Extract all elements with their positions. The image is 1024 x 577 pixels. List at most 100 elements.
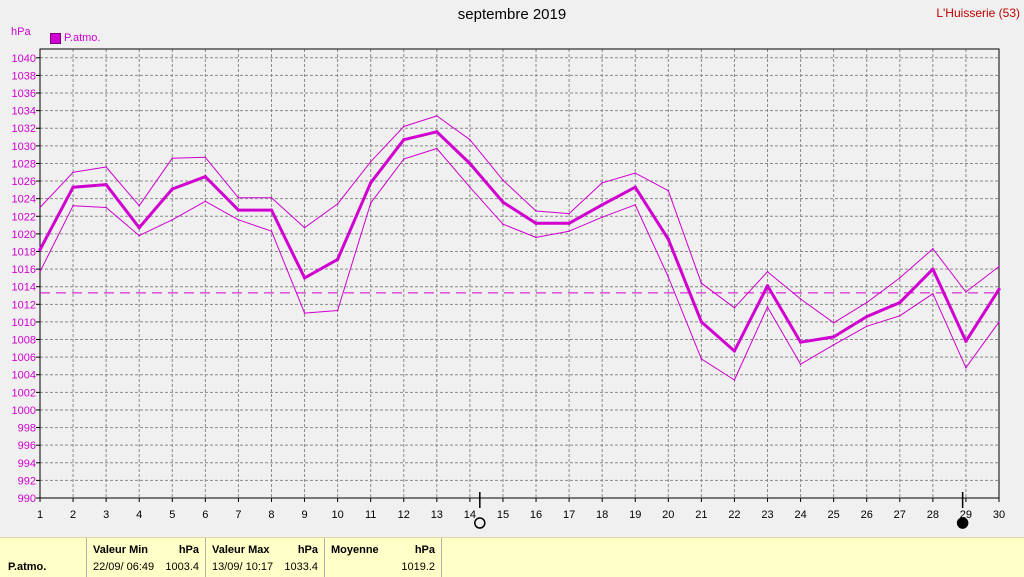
series-min-point (369, 202, 372, 204)
summary-label-cell (0, 538, 87, 577)
series-max-point (568, 212, 570, 215)
series-mean-point (402, 138, 406, 142)
max-datetime: 13/09/ 10:17 (212, 561, 274, 573)
x-tick-label: 9 (301, 509, 307, 521)
series-mean-point (468, 161, 472, 166)
series-mean-point (997, 287, 1001, 291)
series-mean-point (71, 185, 75, 189)
series-mean-point (435, 130, 439, 134)
min-value: 1003.4 (165, 561, 199, 573)
series-max-point (535, 210, 537, 212)
series-max-point (138, 204, 141, 207)
series-mean-point (765, 284, 770, 288)
series-mean-point (104, 182, 108, 187)
y-tick-label: 996 (18, 440, 36, 452)
series-mean-point (336, 257, 340, 262)
x-tick-label: 27 (894, 509, 906, 521)
x-tick-label: 1 (37, 509, 43, 521)
series-max-point (303, 226, 306, 229)
y-tick-label: 1030 (12, 141, 36, 153)
x-tick-label: 16 (530, 509, 542, 521)
series-max-point (171, 157, 174, 159)
series-min-point (436, 147, 438, 150)
series-mean-point (666, 237, 670, 241)
y-tick-label: 1032 (12, 123, 36, 135)
series-max-point (832, 322, 835, 324)
series-mean-point (236, 208, 241, 212)
series-max-point (369, 160, 372, 163)
series-max-point (865, 301, 868, 304)
summary-row-label: P.atmo. (8, 561, 47, 573)
series-min-line (39, 148, 1000, 381)
new-moon-icon (956, 517, 969, 529)
series-min-point (700, 358, 703, 360)
x-tick-label: 14 (464, 509, 476, 521)
axes: 9909929949969981000100210041006100810101… (12, 48, 1005, 521)
series-min-point (965, 366, 967, 369)
legend-swatch (50, 32, 61, 44)
legend[interactable]: P.atmo. (50, 32, 101, 44)
plot-frame (39, 48, 1000, 499)
series-max-point (72, 171, 74, 174)
x-tick-label: 30 (993, 509, 1005, 521)
y-tick-label: 1038 (12, 70, 36, 82)
x-tick-label: 24 (794, 509, 806, 521)
min-header: Valeur Min (93, 544, 149, 556)
x-tick-label: 11 (365, 509, 376, 521)
mean-header: Moyenne (331, 544, 379, 556)
series-mean-point (501, 200, 505, 204)
y-tick-label: 998 (18, 423, 36, 435)
series-min-point (138, 234, 141, 237)
series-max-point (766, 270, 769, 273)
x-tick-label: 8 (268, 509, 274, 521)
series-min-point (402, 158, 405, 160)
x-tick-label: 15 (497, 509, 509, 521)
series-max-point (932, 248, 934, 250)
series-max-point (799, 298, 802, 300)
series-max-point (237, 196, 240, 199)
series-mean-point (633, 185, 637, 189)
series-max-point (965, 291, 967, 293)
series-max-point (634, 172, 637, 174)
chart-title: septembre 2019 (457, 6, 567, 23)
moon-markers (474, 492, 969, 529)
series-mean-point (170, 187, 174, 191)
x-tick-label: 19 (629, 509, 641, 521)
y-tick-label: 1018 (12, 246, 36, 258)
series-min-point (898, 314, 901, 317)
y-tick-label: 1010 (12, 317, 36, 329)
series-layer (38, 115, 1001, 381)
summary-mean-cell: Moyenne hPa 1019.2 (325, 538, 442, 577)
y-tick-label: 992 (18, 475, 36, 487)
mean-value: 1019.2 (401, 561, 435, 573)
series-max-point (105, 166, 107, 168)
x-tick-label: 7 (235, 509, 241, 521)
series-min-point (667, 276, 670, 278)
summary-table: P.atmo. Valeur Min hPa 22/09/ 06:49 1003… (0, 537, 1024, 577)
x-tick-label: 22 (728, 509, 740, 521)
series-mean-point (964, 339, 968, 343)
series-min-point (336, 309, 339, 312)
series-mean-point (302, 276, 307, 280)
series-mean-point (865, 315, 869, 319)
station-name: L'Huisserie (53) (936, 6, 1020, 20)
series-min-point (204, 200, 207, 203)
x-tick-label: 2 (70, 509, 76, 521)
series-mean-point (931, 267, 935, 271)
series-mean-point (832, 335, 836, 339)
x-tick-label: 28 (927, 509, 939, 521)
x-tick-label: 6 (202, 509, 208, 521)
y-tick-label: 1034 (12, 106, 36, 118)
y-tick-label: 1024 (12, 194, 36, 206)
series-mean-point (38, 248, 42, 252)
series-min-point (932, 292, 934, 295)
y-tick-label: 1028 (12, 158, 36, 170)
series-min-point (766, 306, 769, 308)
series-mean-point (137, 226, 141, 230)
x-tick-label: 20 (662, 509, 674, 521)
series-max-point (898, 277, 901, 279)
y-tick-label: 1008 (12, 335, 36, 347)
x-tick-label: 4 (136, 509, 142, 521)
summary-max-cell: Valeur Max hPa 13/09/ 10:17 1033.4 (206, 538, 325, 577)
series-max-point (733, 307, 736, 309)
